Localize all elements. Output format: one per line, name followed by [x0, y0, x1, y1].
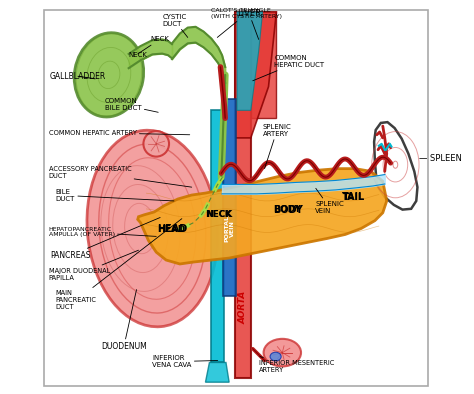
- Polygon shape: [211, 110, 224, 362]
- Text: NECK: NECK: [207, 210, 232, 219]
- Polygon shape: [206, 362, 229, 382]
- Text: BILE
DUCT: BILE DUCT: [56, 189, 174, 202]
- Text: DUODENUM: DUODENUM: [101, 290, 147, 351]
- Text: MAIN
PANCREATIC
DUCT: MAIN PANCREATIC DUCT: [56, 219, 182, 310]
- Polygon shape: [251, 12, 276, 118]
- Text: INFERIOR MESENTERIC
ARTERY: INFERIOR MESENTERIC ARTERY: [259, 357, 334, 374]
- Polygon shape: [223, 98, 236, 296]
- Text: COMMON HEPATIC ARTERY: COMMON HEPATIC ARTERY: [49, 130, 190, 136]
- Text: LIVER: LIVER: [237, 9, 261, 39]
- Text: PANCREAS: PANCREAS: [50, 217, 160, 260]
- Text: SPLENIC
ARTERY: SPLENIC ARTERY: [263, 124, 292, 169]
- Ellipse shape: [264, 339, 301, 366]
- Text: HEAD: HEAD: [157, 223, 187, 234]
- Ellipse shape: [74, 33, 144, 117]
- Text: COMMON
HEPATIC DUCT: COMMON HEPATIC DUCT: [253, 55, 325, 81]
- Text: CALOT'S TRIANGLE
(WITH CYSTIC ARTERY): CALOT'S TRIANGLE (WITH CYSTIC ARTERY): [211, 8, 283, 37]
- Text: NECK: NECK: [138, 36, 169, 54]
- Text: INFERIOR
VENA CAVA: INFERIOR VENA CAVA: [152, 355, 218, 368]
- Text: BODY: BODY: [273, 204, 303, 215]
- Text: HEPATOPANCREATIC
AMPULLA (OF VATER): HEPATOPANCREATIC AMPULLA (OF VATER): [49, 227, 156, 238]
- Text: HEAD: HEAD: [157, 225, 185, 234]
- Ellipse shape: [87, 130, 218, 327]
- Text: — SPLEEN: — SPLEEN: [419, 154, 462, 163]
- Text: NECK: NECK: [206, 210, 233, 219]
- Polygon shape: [374, 122, 418, 210]
- Text: AORTA: AORTA: [238, 291, 247, 324]
- Text: MAJOR DUODENAL
PAPILLA: MAJOR DUODENAL PAPILLA: [49, 250, 138, 281]
- Text: COMMON
BILE DUCT: COMMON BILE DUCT: [105, 98, 158, 112]
- Text: GALLBLADDER: GALLBLADDER: [50, 72, 106, 81]
- Text: ACCESSORY PANCREATIC
DUCT: ACCESSORY PANCREATIC DUCT: [49, 166, 191, 187]
- Polygon shape: [237, 12, 263, 110]
- Text: PORTAL
VEIN: PORTAL VEIN: [224, 215, 235, 242]
- Polygon shape: [235, 12, 276, 138]
- Text: TAIL: TAIL: [342, 192, 365, 202]
- Ellipse shape: [144, 131, 169, 157]
- Polygon shape: [235, 12, 251, 378]
- Text: TAIL: TAIL: [342, 193, 364, 201]
- Text: NECK: NECK: [128, 52, 147, 58]
- Text: SPLENIC
VEIN: SPLENIC VEIN: [315, 188, 344, 214]
- Text: BODY: BODY: [273, 205, 301, 214]
- Text: CYSTIC
DUCT: CYSTIC DUCT: [162, 14, 188, 37]
- Ellipse shape: [270, 352, 281, 361]
- Polygon shape: [138, 169, 387, 264]
